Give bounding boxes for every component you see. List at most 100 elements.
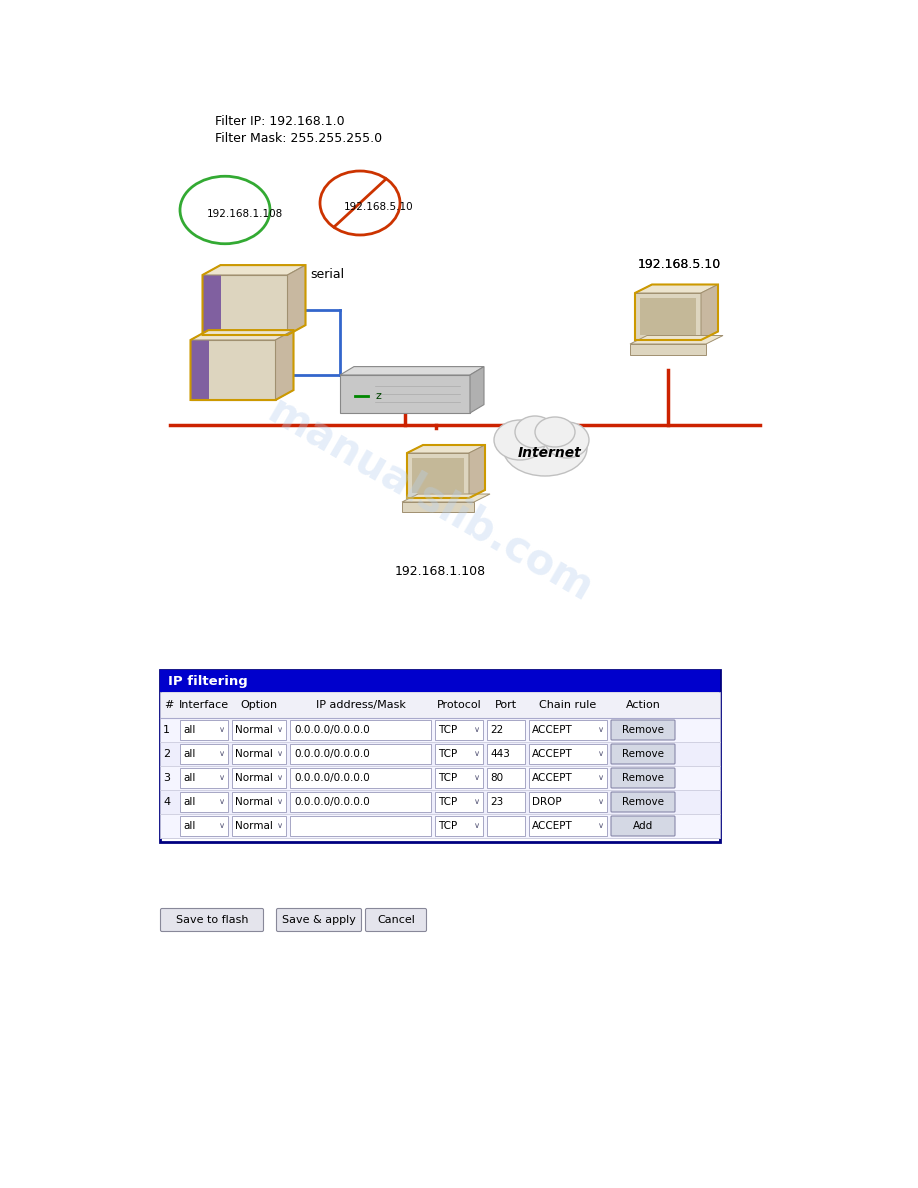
- FancyBboxPatch shape: [290, 744, 431, 764]
- Text: ACCEPT: ACCEPT: [532, 821, 573, 830]
- FancyBboxPatch shape: [160, 766, 720, 790]
- Text: ∨: ∨: [474, 750, 480, 758]
- Text: Normal: Normal: [235, 821, 273, 830]
- FancyBboxPatch shape: [276, 909, 362, 931]
- FancyBboxPatch shape: [180, 720, 228, 740]
- Text: Save & apply: Save & apply: [282, 915, 356, 925]
- Text: all: all: [183, 748, 196, 759]
- Text: 2: 2: [163, 748, 170, 759]
- FancyBboxPatch shape: [290, 816, 431, 836]
- FancyBboxPatch shape: [180, 744, 228, 764]
- FancyBboxPatch shape: [529, 792, 607, 813]
- Text: z: z: [375, 391, 381, 400]
- Text: DROP: DROP: [532, 797, 562, 807]
- Text: 80: 80: [490, 773, 503, 783]
- Polygon shape: [402, 503, 474, 512]
- Polygon shape: [630, 345, 706, 355]
- Text: 3: 3: [163, 773, 170, 783]
- FancyBboxPatch shape: [487, 767, 525, 788]
- FancyBboxPatch shape: [290, 720, 431, 740]
- Polygon shape: [191, 340, 209, 400]
- Text: 4: 4: [163, 797, 170, 807]
- Text: Port: Port: [495, 700, 517, 710]
- Text: Interface: Interface: [179, 700, 230, 710]
- Text: Action: Action: [625, 700, 660, 710]
- Polygon shape: [412, 459, 464, 493]
- FancyBboxPatch shape: [180, 816, 228, 836]
- FancyBboxPatch shape: [160, 790, 720, 814]
- FancyBboxPatch shape: [180, 792, 228, 813]
- Text: ∨: ∨: [598, 821, 604, 830]
- Polygon shape: [635, 284, 718, 293]
- FancyBboxPatch shape: [160, 691, 720, 718]
- FancyBboxPatch shape: [232, 767, 286, 788]
- Text: ∨: ∨: [218, 821, 225, 830]
- FancyBboxPatch shape: [611, 792, 675, 813]
- FancyBboxPatch shape: [611, 767, 675, 788]
- Text: 192.168.5.10: 192.168.5.10: [344, 202, 414, 211]
- Text: 443: 443: [490, 748, 509, 759]
- Text: ∨: ∨: [218, 773, 225, 783]
- FancyBboxPatch shape: [161, 909, 263, 931]
- Text: ∨: ∨: [218, 726, 225, 734]
- Text: TCP: TCP: [438, 773, 457, 783]
- Text: ∨: ∨: [277, 773, 283, 783]
- Polygon shape: [469, 446, 485, 498]
- FancyBboxPatch shape: [232, 720, 286, 740]
- Text: #: #: [164, 700, 174, 710]
- FancyBboxPatch shape: [435, 744, 483, 764]
- FancyBboxPatch shape: [487, 816, 525, 836]
- Text: ∨: ∨: [218, 797, 225, 807]
- Polygon shape: [203, 274, 287, 335]
- Text: Option: Option: [241, 700, 277, 710]
- Text: 0.0.0.0/0.0.0.0: 0.0.0.0/0.0.0.0: [294, 748, 370, 759]
- FancyBboxPatch shape: [487, 720, 525, 740]
- FancyBboxPatch shape: [160, 814, 720, 838]
- Polygon shape: [407, 453, 469, 498]
- Ellipse shape: [545, 422, 589, 459]
- Text: 0.0.0.0/0.0.0.0: 0.0.0.0/0.0.0.0: [294, 773, 370, 783]
- Text: all: all: [183, 797, 196, 807]
- Text: TCP: TCP: [438, 725, 457, 735]
- FancyBboxPatch shape: [232, 816, 286, 836]
- Text: Normal: Normal: [235, 725, 273, 735]
- Text: manualslib.com: manualslib.com: [260, 390, 600, 611]
- Text: Cancel: Cancel: [377, 915, 415, 925]
- Text: 1: 1: [163, 725, 170, 735]
- Polygon shape: [191, 330, 294, 340]
- Text: 0.0.0.0/0.0.0.0: 0.0.0.0/0.0.0.0: [294, 725, 370, 735]
- FancyBboxPatch shape: [180, 767, 228, 788]
- Text: TCP: TCP: [438, 821, 457, 830]
- Text: Remove: Remove: [622, 797, 664, 807]
- Text: Internet: Internet: [518, 446, 582, 460]
- FancyBboxPatch shape: [290, 792, 431, 813]
- Text: ACCEPT: ACCEPT: [532, 748, 573, 759]
- FancyBboxPatch shape: [160, 670, 720, 842]
- Polygon shape: [402, 494, 490, 503]
- Text: Save to flash: Save to flash: [175, 915, 248, 925]
- FancyBboxPatch shape: [435, 767, 483, 788]
- Ellipse shape: [503, 421, 587, 476]
- Text: TCP: TCP: [438, 797, 457, 807]
- Text: ACCEPT: ACCEPT: [532, 725, 573, 735]
- FancyBboxPatch shape: [160, 742, 720, 766]
- Text: 192.168.1.108: 192.168.1.108: [395, 565, 486, 579]
- Polygon shape: [203, 274, 221, 335]
- FancyBboxPatch shape: [529, 816, 607, 836]
- Polygon shape: [701, 284, 718, 340]
- Text: ∨: ∨: [474, 797, 480, 807]
- Polygon shape: [275, 330, 294, 400]
- FancyBboxPatch shape: [290, 767, 431, 788]
- Polygon shape: [340, 367, 484, 375]
- Text: Remove: Remove: [622, 725, 664, 735]
- Polygon shape: [640, 298, 696, 335]
- Text: 192.168.1.108: 192.168.1.108: [207, 209, 284, 219]
- FancyBboxPatch shape: [435, 816, 483, 836]
- Text: all: all: [183, 821, 196, 830]
- Polygon shape: [340, 375, 470, 413]
- Polygon shape: [635, 293, 701, 340]
- Text: Remove: Remove: [622, 773, 664, 783]
- Text: serial: serial: [310, 268, 344, 282]
- Text: Remove: Remove: [622, 748, 664, 759]
- Ellipse shape: [535, 417, 575, 447]
